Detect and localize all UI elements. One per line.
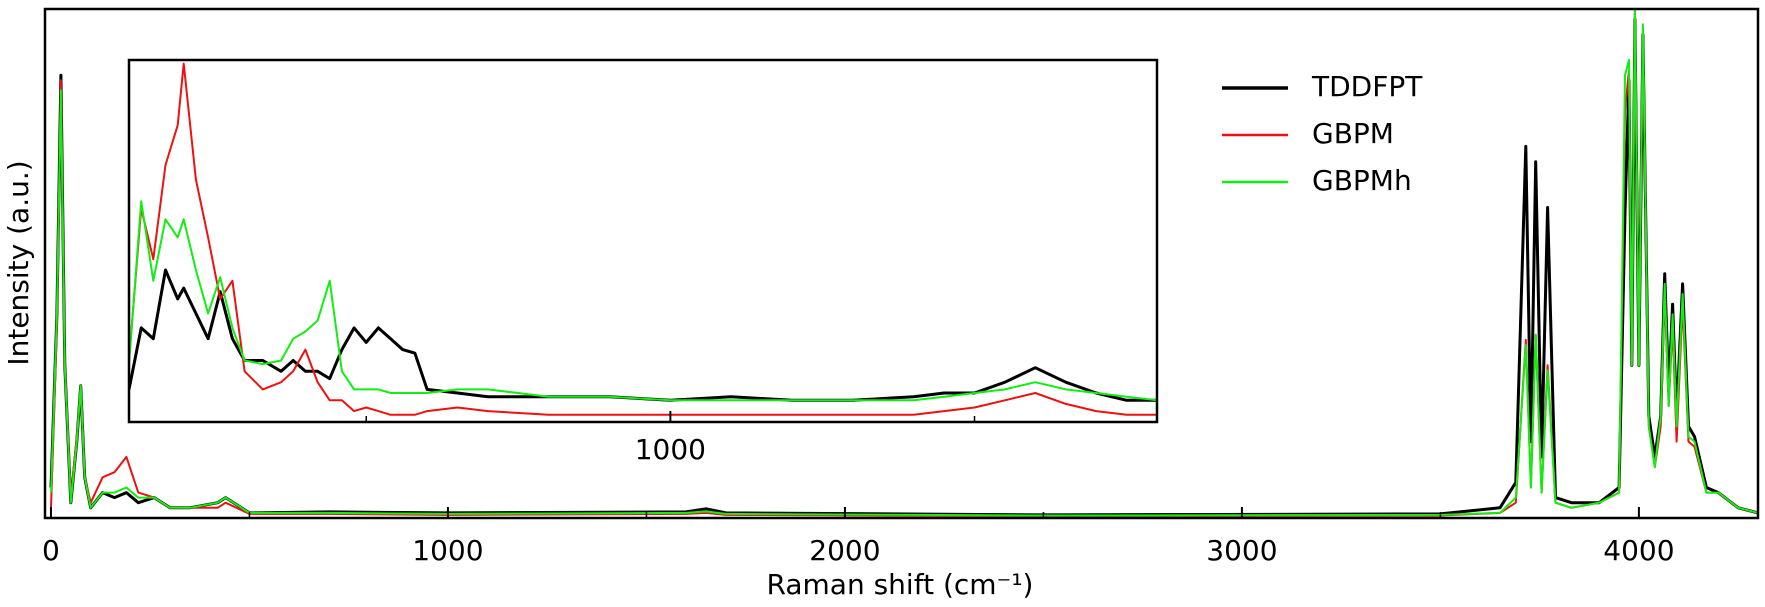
inset-background — [129, 60, 1157, 422]
plot-area — [129, 62, 1157, 416]
plot-area — [49, 9, 1758, 517]
series-line — [129, 200, 1157, 402]
series-line — [50, 9, 1758, 517]
plot-frame — [127, 58, 1159, 424]
x-tick-label: 1000 — [412, 534, 483, 567]
x-tick-label: 4000 — [1603, 534, 1674, 567]
x-axis-label: Raman shift (cm⁻¹) — [767, 568, 1034, 601]
series-line — [129, 62, 1157, 416]
legend-label: GBPMh — [1312, 164, 1412, 197]
x-tick-label: 0 — [42, 534, 60, 567]
legend-label: GBPM — [1312, 117, 1394, 150]
y-axis-label: Intensity (a.u.) — [2, 160, 35, 365]
series-line — [129, 268, 1157, 402]
x-tick-label: 3000 — [1206, 534, 1277, 567]
plot-frame — [43, 7, 1760, 520]
x-tick-label: 1000 — [635, 433, 706, 466]
x-tick-label: 2000 — [809, 534, 880, 567]
legend-label: TDDFPT — [1311, 70, 1423, 103]
